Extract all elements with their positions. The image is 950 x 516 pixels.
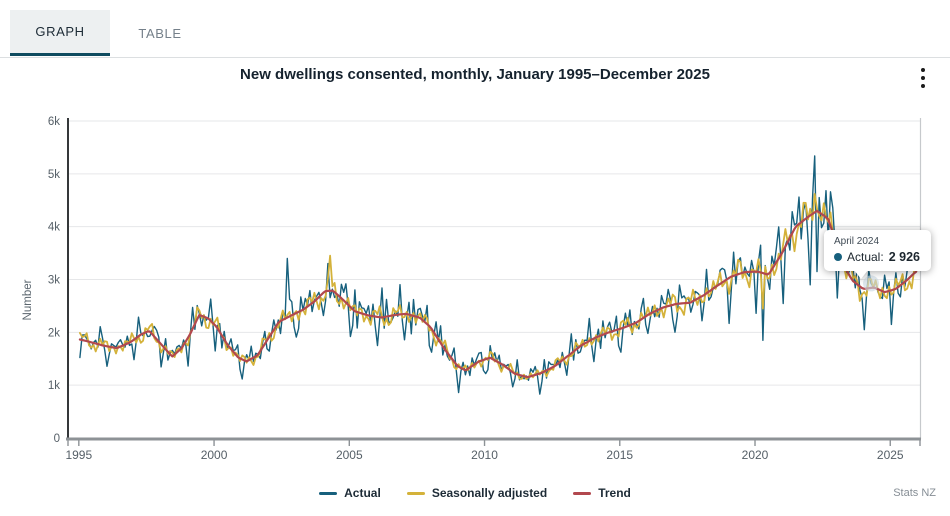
- x-tick-label: 2025: [877, 448, 904, 462]
- tooltip-value: 2 926: [888, 250, 920, 264]
- x-tick-label: 2000: [201, 448, 228, 462]
- legend-item-actual[interactable]: Actual: [319, 486, 381, 500]
- tab-graph-label: GRAPH: [35, 24, 85, 39]
- legend-item-trend[interactable]: Trend: [573, 486, 631, 500]
- chart-title: New dwellings consented, monthly, Januar…: [240, 66, 710, 83]
- y-tick-label: 6k: [48, 116, 60, 128]
- tab-graph[interactable]: GRAPH: [10, 10, 110, 56]
- y-tick-label: 4k: [48, 222, 60, 234]
- y-tick-label: 0: [54, 433, 60, 445]
- legend-swatch-actual: [319, 491, 338, 495]
- source-attribution: Stats NZ: [893, 487, 936, 499]
- tooltip-series-dot-icon: [834, 253, 842, 261]
- series-line-trend[interactable]: [78, 209, 918, 379]
- x-tick-label: 2010: [471, 448, 498, 462]
- tab-table-label: TABLE: [138, 25, 182, 41]
- tooltip-series-label: Actual:: [847, 250, 884, 264]
- series-line-actual[interactable]: [79, 155, 917, 395]
- tab-bar: GRAPH TABLE: [0, 10, 950, 58]
- tab-table[interactable]: TABLE: [110, 10, 210, 56]
- legend-item-seasonally-adjusted[interactable]: Seasonally adjusted: [406, 486, 548, 500]
- highlighted-data-point[interactable]: [863, 275, 880, 292]
- tooltip-date: April 2024: [834, 236, 880, 247]
- y-axis-title: Number: [22, 279, 34, 320]
- x-tick-label: 1995: [65, 448, 92, 462]
- tooltip: April 2024 Actual: 2 926: [824, 230, 931, 279]
- x-tick-label: 2005: [336, 448, 363, 462]
- kebab-menu-icon[interactable]: [914, 66, 932, 90]
- y-tick-label: 1k: [48, 380, 60, 392]
- x-tick-label: 2015: [606, 448, 633, 462]
- legend-swatch-trend: [573, 491, 592, 495]
- y-tick-label: 3k: [48, 275, 60, 287]
- chart-legend: Actual Seasonally adjusted Trend: [0, 486, 950, 500]
- series-line-seasonally-adjusted[interactable]: [79, 193, 918, 380]
- legend-label-seasonally-adjusted: Seasonally adjusted: [431, 486, 548, 500]
- legend-swatch-seasonally-adjusted: [406, 491, 425, 495]
- y-tick-label: 5k: [48, 169, 60, 181]
- legend-label-trend: Trend: [598, 486, 631, 500]
- y-tick-label: 2k: [48, 327, 60, 339]
- legend-label-actual: Actual: [344, 486, 381, 500]
- x-tick-label: 2020: [742, 448, 769, 462]
